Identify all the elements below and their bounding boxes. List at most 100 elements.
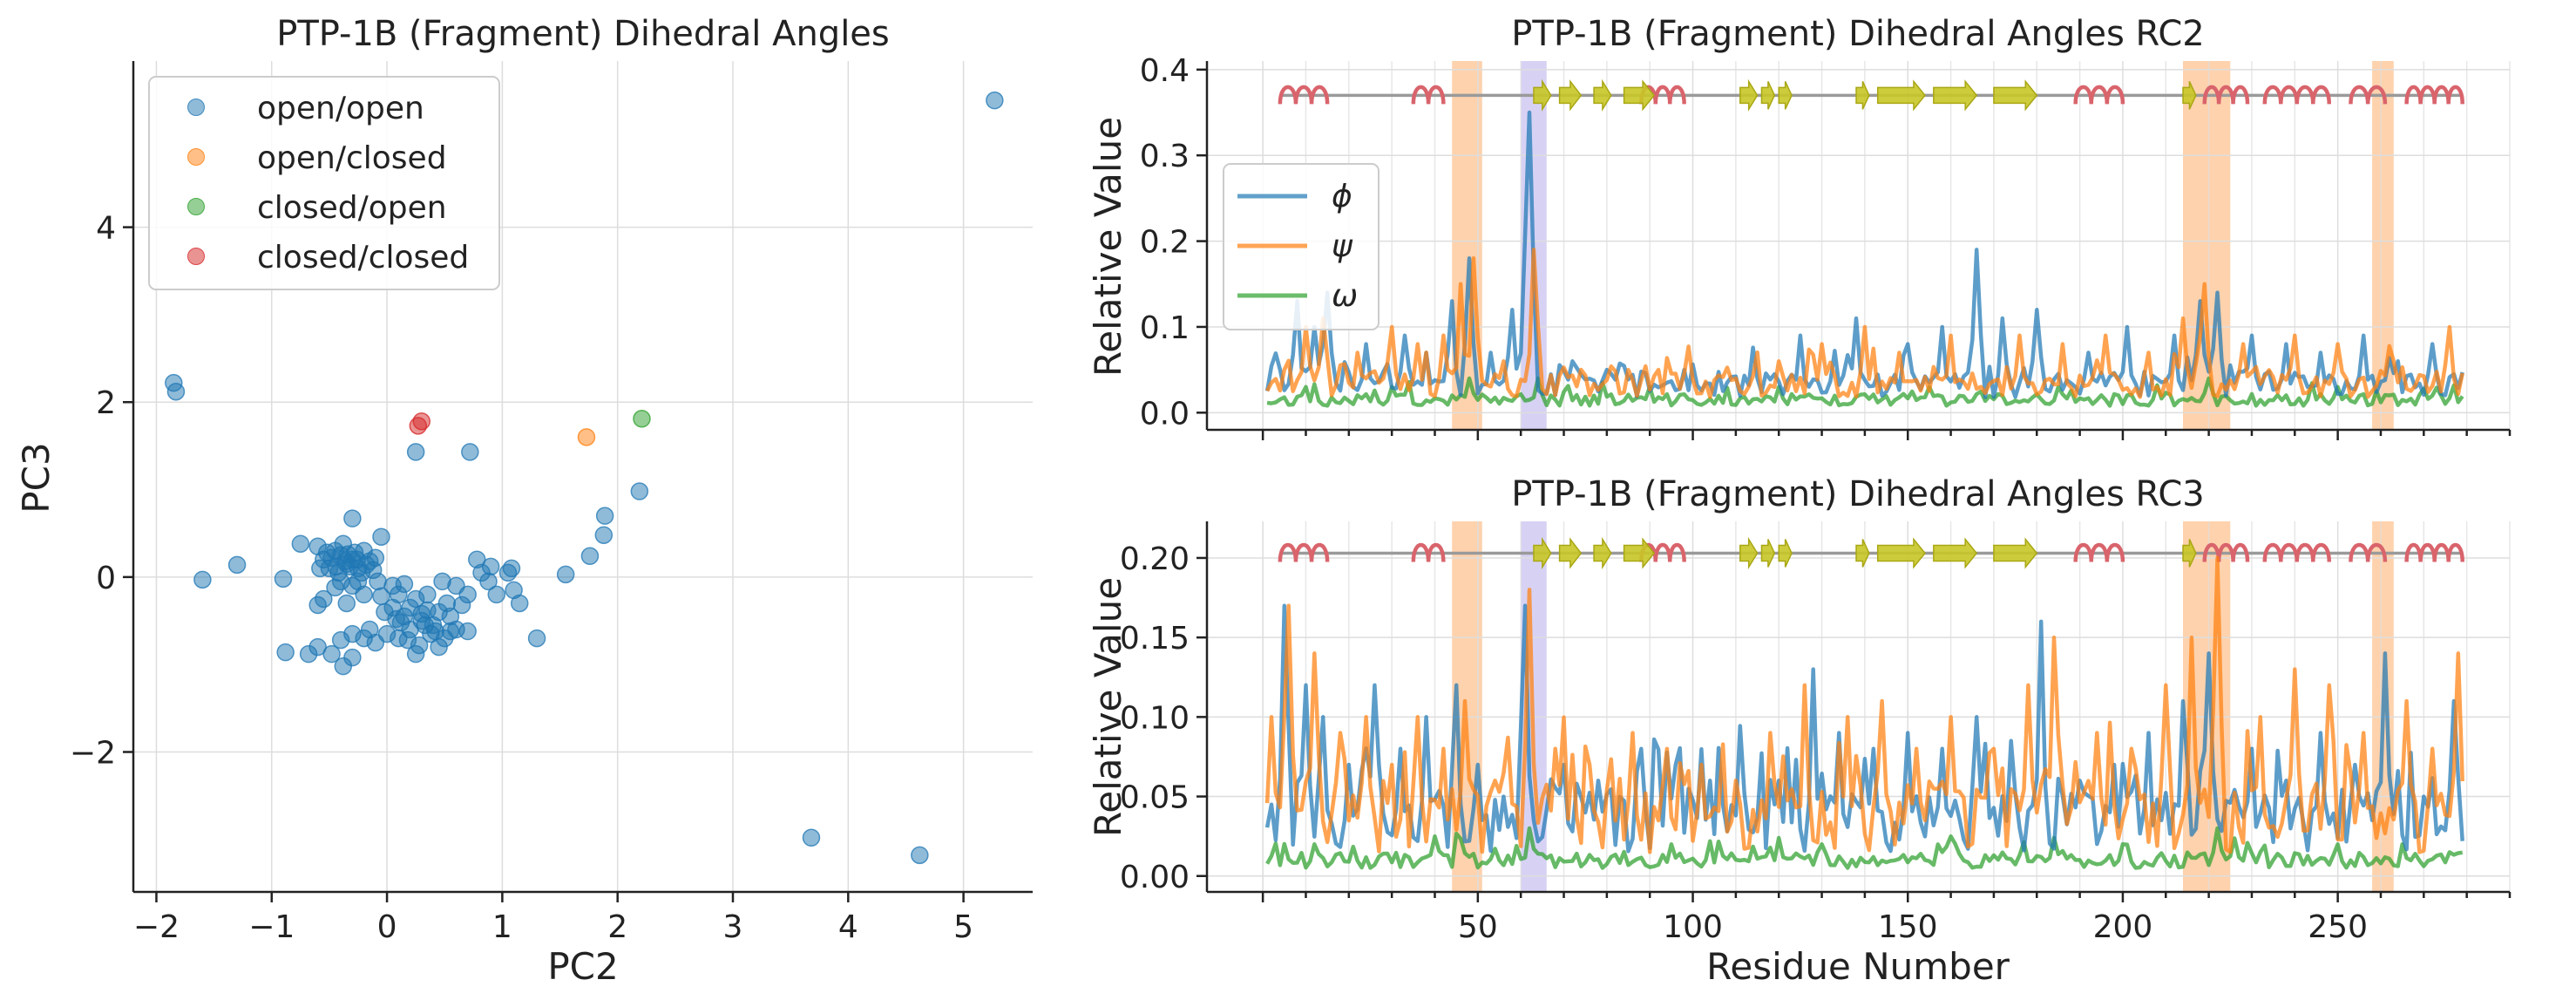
rc3-x-tick-label: 150: [1878, 909, 1938, 945]
rc3-strand: [1623, 537, 1656, 569]
rc3-x-tick-label: 50: [1458, 909, 1498, 945]
scatter-point: [322, 644, 341, 663]
rc2-strand: [1993, 79, 2038, 112]
scatter-x-label: PC2: [547, 945, 618, 988]
rc3-x-tick-label: 200: [2093, 909, 2153, 945]
scatter-point: [343, 509, 362, 527]
rc3-strand: [1739, 536, 1759, 570]
rc2-y-tick-label: 0.2: [1140, 225, 1190, 261]
legend-marker-closed-closed: [187, 248, 205, 265]
legend-label-phi: ϕ: [1332, 179, 1352, 214]
rc3-x-tick-label: 100: [1663, 909, 1723, 945]
rc2-panel: PTP-1B (Fragment) Dihedral Angles RC2 0.…: [1087, 14, 2512, 440]
scatter-x-tick-label: −1: [248, 909, 295, 945]
rc2-grid: [1207, 61, 2511, 430]
rc3-y-tick-label: 0.10: [1120, 700, 1190, 736]
rc2-y-tick-label: 0.4: [1140, 53, 1190, 89]
scatter-point: [349, 572, 368, 591]
rc3-x-tick-label: 250: [2308, 909, 2368, 945]
scatter-title: PTP-1B (Fragment) Dihedral Angles: [276, 14, 890, 54]
legend-label-open-open: open/open: [257, 91, 424, 126]
scatter-point: [276, 643, 295, 662]
rc2-lines: [1264, 110, 2464, 408]
scatter-point: [481, 557, 500, 576]
scatter-y-label: PC3: [15, 442, 58, 513]
rc3-title: PTP-1B (Fragment) Dihedral Angles RC3: [1511, 474, 2204, 514]
scatter-point: [331, 630, 350, 650]
scatter-point: [395, 575, 414, 594]
scatter-points: [165, 91, 1004, 865]
scatter-legend-box: [148, 76, 500, 290]
rc2-strand: [2182, 81, 2197, 110]
rc2-highlight-band: [2372, 61, 2394, 430]
scatter-point: [343, 648, 362, 667]
rc2-strand: [1933, 79, 1978, 112]
rc2-ticks: 0.0 0.1 0.2 0.3 0.4: [1140, 53, 2512, 440]
scatter-x-tick-label: −2: [133, 909, 180, 945]
scatter-point: [337, 594, 356, 613]
legend-label-closed-closed: closed/closed: [257, 240, 469, 276]
scatter-point: [479, 572, 498, 591]
rc3-helix: [2073, 542, 2125, 562]
rc2-strand: [1855, 81, 1870, 110]
rc3-strand: [1778, 539, 1793, 568]
scatter-point: [360, 620, 379, 639]
rc2-secondary-structure: [1278, 78, 2464, 112]
legend-label-psi: ψ: [1332, 228, 1353, 264]
rc3-y-tick-label: 0.00: [1120, 860, 1190, 895]
scatter-x-tick-label: 0: [377, 909, 397, 945]
rc2-strand: [1623, 79, 1656, 112]
scatter-point: [406, 443, 425, 461]
rc3-series-line: [1265, 826, 2464, 870]
scatter-y-tick-label: 2: [96, 385, 116, 421]
legend-marker-closed-open: [187, 198, 205, 215]
rc3-strand: [1933, 537, 1978, 569]
scatter-point: [193, 570, 212, 589]
scatter-point: [326, 578, 344, 597]
rc2-legend: ϕ ψ ω: [1223, 163, 1380, 330]
scatter-point: [527, 629, 546, 648]
rc2-strand: [1593, 78, 1612, 112]
scatter-x-tick-label: 5: [953, 909, 973, 945]
rc3-series-line: [1264, 555, 2464, 854]
scatter-point: [580, 547, 600, 566]
scatter-point: [318, 543, 336, 562]
scatter-point: [308, 595, 327, 615]
rc2-strand: [1558, 79, 1583, 112]
rc3-strand: [2182, 539, 2197, 568]
rc3-y-tick-label: 0.05: [1120, 780, 1190, 816]
scatter-point: [487, 585, 506, 604]
rc3-y-tick-label: 0.15: [1120, 621, 1190, 657]
rc3-y-label: Relative Value: [1087, 577, 1129, 837]
rc2-helix: [2202, 85, 2250, 105]
rc3-helix: [2202, 542, 2250, 562]
scatter-point: [461, 443, 479, 461]
rc3-strand: [1760, 539, 1776, 568]
rc3-strand: [1593, 536, 1612, 570]
scatter-point: [458, 622, 477, 641]
scatter-point: [911, 846, 929, 865]
rc2-strand: [1739, 78, 1759, 112]
scatter-y-tick-label: 0: [96, 561, 116, 596]
rc3-lines: [1264, 555, 2464, 870]
rc3-x-label: Residue Number: [1706, 945, 2010, 988]
scatter-ticks: −2 −1 0 1 2 3 4 5 −2 0 2 4: [70, 211, 973, 945]
rc3-strand: [1876, 537, 1926, 569]
scatter-point: [595, 507, 614, 525]
scatter-point: [299, 644, 318, 663]
legend-label-closed-open: closed/open: [257, 190, 447, 226]
rc3-secondary-structure: [1278, 536, 2464, 570]
rc3-helix: [1278, 542, 1330, 562]
legend-marker-open-open: [187, 99, 205, 116]
rc2-y-tick-label: 0.0: [1140, 396, 1190, 432]
scatter-point: [274, 569, 293, 589]
scatter-point: [633, 410, 651, 428]
scatter-point: [412, 412, 431, 431]
scatter-point: [406, 644, 425, 663]
scatter-x-tick-label: 3: [723, 909, 743, 945]
rc3-strand: [1558, 537, 1583, 569]
rc3-ticks: 50 100 150 200 250 0.00 0.05 0.10 0.15 0.20: [1120, 541, 2512, 945]
scatter-point: [502, 559, 521, 578]
rc2-series-line: [1265, 248, 2464, 399]
